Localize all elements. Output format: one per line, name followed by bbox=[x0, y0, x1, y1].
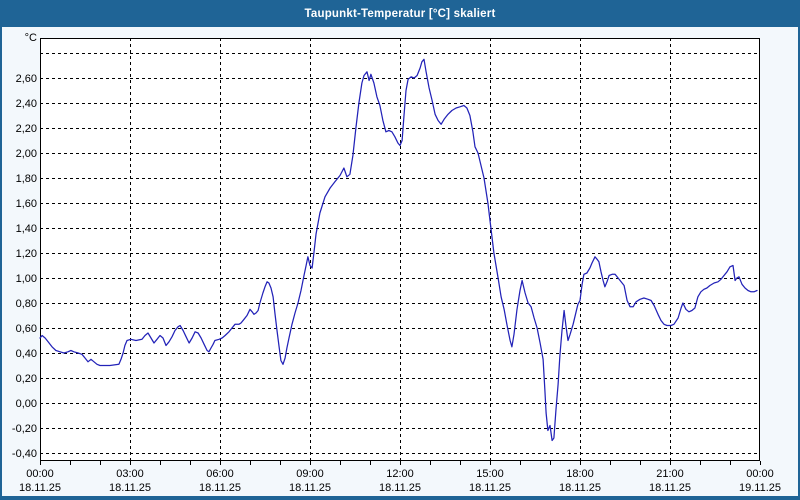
y-tick-label: 0,00 bbox=[16, 398, 37, 410]
grid-lines bbox=[40, 38, 760, 461]
x-tick-time-label: 00:00 bbox=[746, 468, 774, 480]
x-tick-date-label: 18.11.25 bbox=[559, 482, 601, 494]
x-tick-date-label: 18.11.25 bbox=[649, 482, 691, 494]
x-tick-time-label: 18:00 bbox=[566, 468, 594, 480]
y-tick-label: 0,20 bbox=[16, 373, 37, 385]
chart-title: Taupunkt-Temperatur [°C] skaliert bbox=[304, 7, 496, 20]
x-tick-date-label: 18.11.25 bbox=[469, 482, 511, 494]
series-line bbox=[39, 58, 758, 442]
y-tick-label: 0,40 bbox=[16, 348, 37, 360]
x-tick-date-label: 19.11.25 bbox=[739, 482, 781, 494]
y-axis-unit-label: °C bbox=[25, 32, 37, 44]
y-tick-label: 1,20 bbox=[16, 248, 37, 260]
y-tick-label: 2,40 bbox=[16, 98, 37, 110]
x-axis-ticks bbox=[40, 461, 761, 465]
y-tick-label: 1,80 bbox=[16, 173, 37, 185]
y-tick-label: 1,40 bbox=[16, 223, 37, 235]
axis-labels: °C 2,60 2,40 2,20 2,00 1,80 1,60 1,40 1,20 1,00 0,… bbox=[12, 32, 781, 494]
title-bar: Taupunkt-Temperatur [°C] skaliert bbox=[0, 0, 800, 27]
plot-border bbox=[40, 38, 760, 461]
x-tick-time-label: 03:00 bbox=[116, 468, 144, 480]
y-tick-label: -0,40 bbox=[12, 448, 37, 460]
y-tick-label: 1,60 bbox=[16, 198, 37, 210]
y-tick-label: -0,20 bbox=[12, 423, 37, 435]
x-tick-time-label: 12:00 bbox=[386, 468, 414, 480]
x-tick-date-label: 18.11.25 bbox=[199, 482, 241, 494]
x-tick-time-label: 09:00 bbox=[296, 468, 324, 480]
y-tick-label: 2,60 bbox=[16, 73, 37, 85]
x-tick-date-label: 18.11.25 bbox=[379, 482, 421, 494]
y-tick-label: 2,00 bbox=[16, 148, 37, 160]
x-tick-date-label: 18.11.25 bbox=[109, 482, 151, 494]
x-tick-time-label: 15:00 bbox=[476, 468, 504, 480]
y-tick-label: 0,60 bbox=[16, 323, 37, 335]
y-tick-label: 2,20 bbox=[16, 123, 37, 135]
y-tick-label: 1,00 bbox=[16, 273, 37, 285]
x-tick-date-label: 18.11.25 bbox=[19, 482, 61, 494]
x-tick-time-label: 00:00 bbox=[26, 468, 54, 480]
x-tick-time-label: 06:00 bbox=[206, 468, 234, 480]
x-tick-date-label: 18.11.25 bbox=[289, 482, 331, 494]
x-tick-time-label: 21:00 bbox=[656, 468, 684, 480]
y-tick-label: 0,80 bbox=[16, 298, 37, 310]
